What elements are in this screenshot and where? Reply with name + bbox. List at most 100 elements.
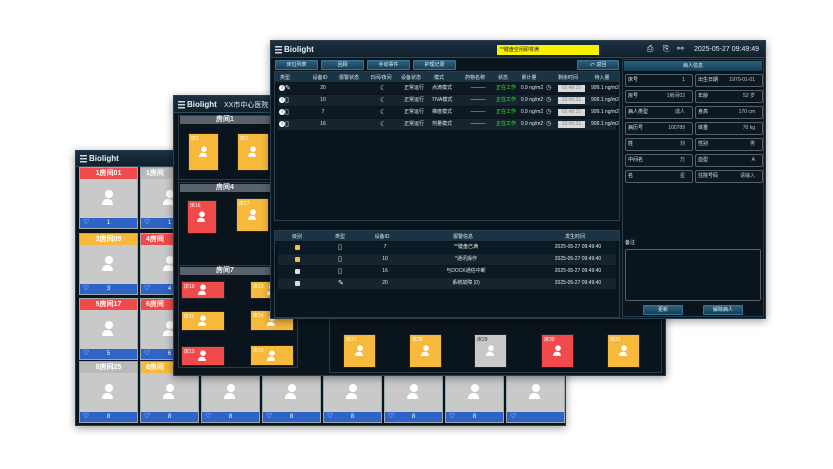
discharge-patient-button[interactable]: 解除病人 xyxy=(703,305,743,315)
patient-field[interactable]: 名星 xyxy=(625,170,693,183)
card-footer: 4 xyxy=(141,284,198,294)
patient-field[interactable]: 身高 170 cm xyxy=(695,106,763,119)
bed-card[interactable]: 床28 xyxy=(409,334,442,368)
table-header: 类型 设备ID 报警状态 日间/夜间 设备状态 模式 药物名称 状态 累计量 剩余时间 待入量 xyxy=(275,72,619,82)
patient-card[interactable]: 8房间25 8 ♡ xyxy=(79,361,138,423)
column-header: 模式 xyxy=(433,75,444,81)
update-button[interactable]: 更新 xyxy=(643,305,683,315)
bed-card[interactable]: 床15 xyxy=(250,345,294,366)
person-add-icon xyxy=(247,209,258,220)
table-row[interactable]: i ▯ ☾ 10 正常运行 TIVA模式 ——— 正在工作 0.9 ng/m2 ◷ 02:46:31… xyxy=(278,95,619,106)
patient-field[interactable]: 姓刘 xyxy=(625,138,693,151)
patient-field[interactable]: 病人类型 成人 xyxy=(625,106,693,119)
patient-field[interactable]: 病历号 100789 xyxy=(625,122,693,135)
patient-field[interactable]: 房号 1房间02 xyxy=(625,90,693,103)
cell-id: 7 xyxy=(321,109,325,115)
export-icon[interactable]: ⎘ xyxy=(663,44,670,53)
patient-field[interactable]: 出生日期 1970-01-01 xyxy=(695,74,763,87)
heart-icon: ♡ xyxy=(83,413,90,420)
person-add-icon xyxy=(162,190,178,206)
table-row[interactable]: i ▯ ☾ 16 正常运行 剂量模式 ——— 正在工作 0.9 ng/m2 ◷ 02:46:31 99… xyxy=(278,119,619,130)
field-value: 1房间02 xyxy=(666,93,685,99)
patient-field[interactable]: 床号 1 xyxy=(625,74,693,87)
person-add-icon xyxy=(345,384,361,400)
bed-card[interactable]: 床10 xyxy=(181,281,225,299)
field-label: 房号 xyxy=(628,93,639,99)
patient-card[interactable]: 5房间17 5 ♡ xyxy=(79,298,138,360)
cell-mode: 剂量模式 xyxy=(431,121,452,127)
patient-field[interactable]: 住院号码 请输入 xyxy=(695,170,763,183)
pump-icon: ▯ xyxy=(285,97,289,104)
cell-id: 7 xyxy=(383,244,387,250)
pump-icon: ▯ xyxy=(285,109,289,116)
card-header: 8房间 xyxy=(141,362,198,373)
patient-card[interactable]: 3房间09 3 ♡ xyxy=(79,233,138,295)
bed-card[interactable]: 床12 xyxy=(181,346,225,366)
review-button[interactable]: 回顾 xyxy=(321,60,364,70)
patient-field[interactable]: 血型 A xyxy=(695,154,763,167)
patient-device-window: Biolight **键盘空闲即将满 ⎙ ⎘ ⚯ 2025-05-27 09:4… xyxy=(270,40,766,319)
table-row[interactable]: ▯ 10 *通讯操作 2025-05-27 09:49:40 xyxy=(278,254,616,265)
patient-field[interactable]: 性别 男 xyxy=(695,138,763,151)
card-header: 1房间01 xyxy=(80,168,137,179)
bed-card[interactable]: 床16 xyxy=(187,200,217,234)
room-header: 房间1 xyxy=(180,116,270,124)
info-icon[interactable]: i xyxy=(279,85,285,91)
column-header: 报警信息 xyxy=(452,234,473,240)
card-footer: 5 xyxy=(80,349,137,359)
cell-id: 20 xyxy=(320,85,326,91)
bed-card[interactable]: 床17 xyxy=(236,198,269,232)
notes-textarea[interactable] xyxy=(625,249,761,301)
patient-card[interactable]: 8房间 8 ♡ xyxy=(140,361,199,423)
patient-field[interactable]: 中间名 万 xyxy=(625,154,693,167)
bed-card[interactable]: 床11 xyxy=(181,311,225,331)
table-row[interactable]: ▯ 16 与DOCK通信中断 2025-05-27 09:49:40 xyxy=(278,266,616,277)
heart-icon: ♡ xyxy=(266,413,273,420)
info-icon[interactable]: i xyxy=(279,121,285,127)
day-night-icon: ☾ xyxy=(380,121,387,128)
cell-pending: 999.1 ng/m2 xyxy=(591,121,619,127)
card-footer: 1 xyxy=(80,218,137,228)
bed-list-button[interactable]: 床位列表 xyxy=(275,60,318,70)
datetime: 2025-05-27 09:49:49 xyxy=(694,46,759,53)
field-value: 成人 xyxy=(674,109,685,115)
cell-status: 正在工作 xyxy=(495,109,516,115)
field-label: 病历号 xyxy=(628,125,644,131)
heart-icon: ♡ xyxy=(327,413,334,420)
card-header: 5房间17 xyxy=(80,299,137,310)
printer-icon[interactable]: ⎙ xyxy=(647,44,654,53)
cell-mode: TIVA模式 xyxy=(431,97,453,103)
link-icon[interactable]: ⚯ xyxy=(677,44,684,53)
bed-card[interactable]: 床31 xyxy=(607,334,640,368)
bed-card[interactable]: 床30 xyxy=(541,334,574,368)
table-row[interactable]: ▯ 7 **键盘已满 2025-05-27 09:49:40 xyxy=(278,242,616,253)
syringe-icon: ✎ xyxy=(285,85,291,92)
table-row[interactable]: ✎ 20 系统故障 (0) 2025-05-27 09:49:40 xyxy=(278,278,616,289)
nursing-record-button[interactable]: 护理记录 xyxy=(413,60,456,70)
person-add-icon xyxy=(101,384,117,400)
heart-icon: ♡ xyxy=(510,413,517,420)
cell-drug: ——— xyxy=(470,85,486,91)
bed-card[interactable]: 床1 xyxy=(188,133,219,171)
cell-id: 16 xyxy=(320,121,326,127)
logo: Biolight xyxy=(178,100,217,109)
column-header: 发生时间 xyxy=(564,234,585,240)
bed-card[interactable]: 床29 xyxy=(474,334,507,368)
cell-id: 10 xyxy=(320,97,326,103)
table-row[interactable]: i ▯ ☾ 7 正常运行 梯度模式 ——— 正在工作 0.9 ng/m2 ◷ 02:46:31 999… xyxy=(278,107,619,118)
table-header: 级别 类型 设备ID 报警信息 发生时间 xyxy=(275,231,619,241)
bed-card[interactable]: 床2 xyxy=(237,133,269,171)
patient-field[interactable]: 年龄 52 岁 xyxy=(695,90,763,103)
cell-time: 2025-05-27 09:49:40 xyxy=(554,280,602,286)
manual-event-button[interactable]: 手动事件 xyxy=(367,60,410,70)
bed-card[interactable]: 床27 xyxy=(343,334,376,368)
patient-card[interactable]: 1房间01 1 ♡ xyxy=(79,167,138,229)
info-icon[interactable]: i xyxy=(279,97,285,103)
table-row[interactable]: i ✎ ☾ 20 正常运行 点滴模式 ——— 正在工作 0.9 ng/m2 ◷ 02:46:31 99… xyxy=(278,83,619,94)
bed-label: 床11 xyxy=(184,314,195,320)
alert-banner[interactable]: **键盘空闲即将满 xyxy=(497,45,599,55)
info-icon[interactable]: i xyxy=(279,109,285,115)
patient-field[interactable]: 体重 70 kg xyxy=(695,122,763,135)
back-button[interactable]: ⤺ 返回 xyxy=(577,60,619,70)
field-value: 52 岁 xyxy=(743,93,755,99)
